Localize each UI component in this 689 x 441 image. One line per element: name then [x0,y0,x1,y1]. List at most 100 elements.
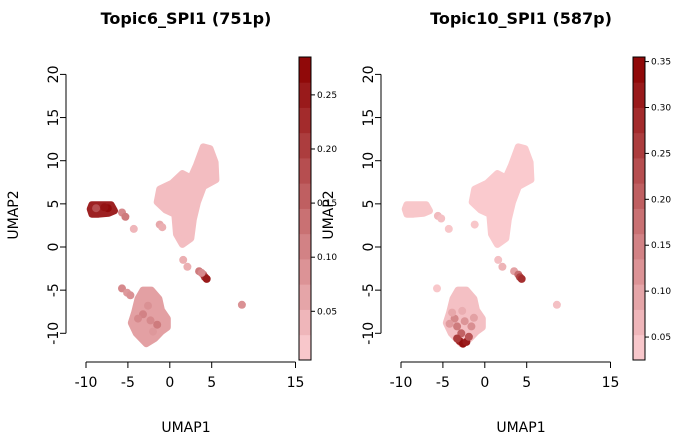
x-axis-label: UMAP1 [161,420,210,436]
colorbar-tick-label: 0.35 [651,58,671,68]
y-tick-label: -5 [46,283,62,297]
x-tick-label: 5 [207,375,216,391]
chart-title: Topic6_SPI1 (751p) [101,9,272,28]
chart-title: Topic10_SPI1 (587p) [430,9,612,28]
colorbar-segment [299,132,311,159]
y-tick-label: 0 [46,243,62,252]
data-point [153,320,162,329]
colorbar-segment [299,259,311,285]
colorbar-segment [299,309,311,336]
colorbar-tick-label: 0.15 [317,199,337,209]
data-point [458,306,467,315]
y-axis-label: UMAP2 [6,190,22,239]
x-tick-label: 0 [480,375,489,391]
data-point [460,317,469,326]
colorbar-segment [299,334,311,361]
colorbar-segment [633,183,645,209]
data-point [183,262,192,271]
colorbar-segment [299,57,311,83]
data-point [134,314,142,323]
colorbar-tick-label: 0.05 [317,307,337,317]
cluster-upper-right [153,143,220,248]
colorbar-tick-label: 0.20 [317,145,337,155]
data-point [121,212,130,221]
data-point [158,223,167,232]
x-tick-label: 5 [522,375,531,391]
y-tick-label: -10 [46,322,62,345]
y-tick-label: 15 [361,109,377,127]
data-point [464,332,473,341]
x-axis-label: UMAP1 [496,420,545,436]
cluster-lower-cluster [442,286,486,348]
data-point [197,268,206,277]
x-tick-label: -10 [75,375,98,391]
data-point [146,316,155,325]
colorbar-segment [633,57,645,83]
x-tick-label: 15 [287,375,305,391]
colorbar-segment [633,259,645,285]
y-tick-label: -5 [361,283,377,297]
colorbar-tick-label: 0.05 [651,333,671,343]
data-point [494,255,503,264]
data-point [498,262,507,271]
colorbar-segment [299,158,311,184]
cluster-left-strip [401,201,433,218]
colorbar-segment [299,233,311,260]
data-point [467,322,476,331]
colorbar-frame [632,56,646,361]
colorbar-segment [633,309,645,336]
data-point [433,284,441,293]
x-tick-label: -5 [436,375,450,391]
colorbar-frame [298,56,312,361]
colorbar-tick-label: 0.25 [651,149,671,159]
x-tick-label: -10 [390,375,413,391]
chart-panel-1: Topic6_SPI1 (751p) -10 -5 0 5 15 -10 -5 0 5 10 15 20… [6,9,337,436]
data-point [179,255,188,264]
y-tick-label: 10 [361,152,377,170]
colorbar: 0.05 0.10 0.15 0.20 0.25 [298,56,337,361]
data-point [202,274,211,283]
data-point [445,319,454,328]
data-point [448,308,457,317]
y-axis-label: UMAP2 [321,190,337,239]
colorbar-segment [299,183,311,209]
y-tick-label: 20 [46,65,62,83]
data-point [453,334,462,343]
colorbar-segment [633,334,645,361]
x-tick-label: 0 [165,375,174,391]
colorbar-segment [299,208,311,235]
colorbar-segment [633,284,645,310]
data-point [517,274,526,283]
y-tick-label: -10 [361,322,377,345]
y-tick-label: 0 [361,243,377,252]
colorbar-tick-label: 0.30 [651,104,671,114]
x-tick-label: 15 [602,375,620,391]
colorbar-segment [633,132,645,159]
colorbar-tick-label: 0.25 [317,91,337,101]
data-point [552,300,561,309]
data-point [450,314,459,323]
colorbar-segment [633,208,645,235]
colorbar-segment [633,233,645,260]
colorbar-segment [633,107,645,134]
y-tick-label: 5 [361,199,377,208]
data-point [237,300,246,309]
colorbar-tick-label: 0.10 [651,287,671,297]
data-point [453,322,462,331]
colorbar-segment [299,107,311,134]
y-tick-label: 20 [361,65,377,83]
data-point [126,291,135,300]
y-tick-label: 5 [46,199,62,208]
data-point [129,224,138,233]
colorbar-tick-label: 0.15 [651,241,671,251]
colorbar-segment [633,82,645,108]
data-point [149,327,157,336]
cluster-upper-right [468,143,535,248]
colorbar: 0.05 0.10 0.15 0.20 0.25 0.30 0.35 [632,56,671,361]
colorbar-segment [633,158,645,184]
data-point [470,220,479,229]
colorbar-tick-label: 0.10 [317,253,337,263]
colorbar-segment [299,284,311,310]
colorbar-segment [299,82,311,108]
